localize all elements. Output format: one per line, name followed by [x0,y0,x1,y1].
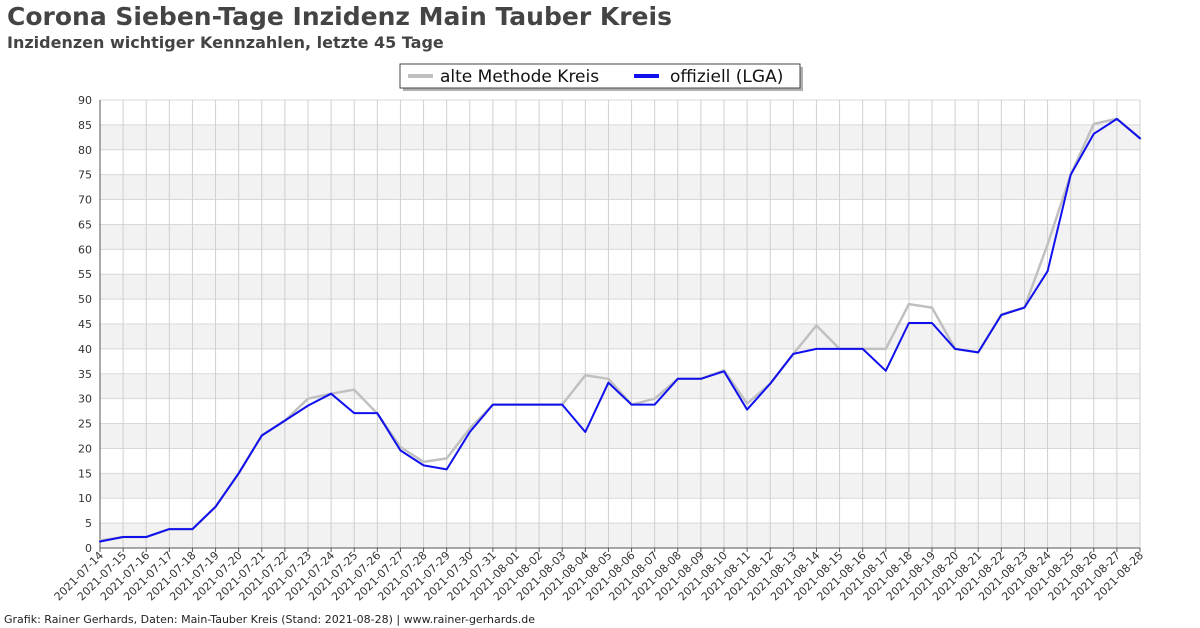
y-tick-label: 75 [78,169,92,182]
grid-band [100,199,1140,225]
grid-band [100,224,1140,250]
y-tick-label: 65 [78,218,92,231]
grid-band [100,174,1140,200]
y-tick-label: 70 [78,194,92,207]
series-lines [98,117,1142,543]
grid-band [100,348,1140,374]
y-tick-label: 25 [78,418,92,431]
grid-band [100,274,1140,300]
grid-band [100,100,1140,125]
grid-band [100,398,1140,424]
legend-box [399,63,801,89]
y-tick-label: 0 [85,542,92,555]
chart-subtitle: Inzidenzen wichtiger Kennzahlen, letzte … [7,33,444,52]
y-tick-labels: 0 5 10 15 20 25 30 35 40 45 50 55 60 65 70 75 80 85 90 [78,94,92,555]
plot-bands [100,99,1140,549]
grid-band [100,149,1140,175]
y-tick-label: 10 [78,492,92,505]
y-tick-label: 80 [78,144,92,157]
grid-band [100,249,1140,275]
chart-axes [99,100,1140,549]
y-tick-label: 85 [78,119,92,132]
x-tick-labels: 2021-07-142021-07-152021-07-162021-07-17… [52,548,1146,603]
y-tick-label: 30 [78,393,92,406]
y-tick-label: 90 [78,94,92,107]
y-tick-label: 40 [78,343,92,356]
y-tick-label: 50 [78,293,92,306]
footer-credit: Grafik: Rainer Gerhards, Daten: Main-Tau… [4,613,536,626]
y-tick-label: 5 [85,517,92,530]
series-line-offiziell [99,117,1141,543]
y-tick-label: 15 [78,467,92,480]
legend-label: alte Methode Kreis [440,67,599,87]
y-tick-label: 20 [78,442,92,455]
y-tick-label: 55 [78,268,92,281]
y-tick-label: 35 [78,368,92,381]
y-tick-label: 60 [78,243,92,256]
vertical-gridlines [99,100,1141,548]
legend-label: offiziell (LGA) [670,67,783,87]
grid-band [100,299,1140,324]
grid-band [100,473,1140,499]
grid-band [100,523,1140,548]
legend: alte Methode Kreis offiziell (LGA) [399,63,803,91]
y-tick-label: 45 [78,318,92,331]
grid-band [100,324,1140,349]
grid-band [100,124,1140,150]
chart-title: Corona Sieben-Tage Inzidenz Main Tauber … [7,2,672,31]
grid-band [100,448,1140,474]
grid-band [100,498,1140,524]
